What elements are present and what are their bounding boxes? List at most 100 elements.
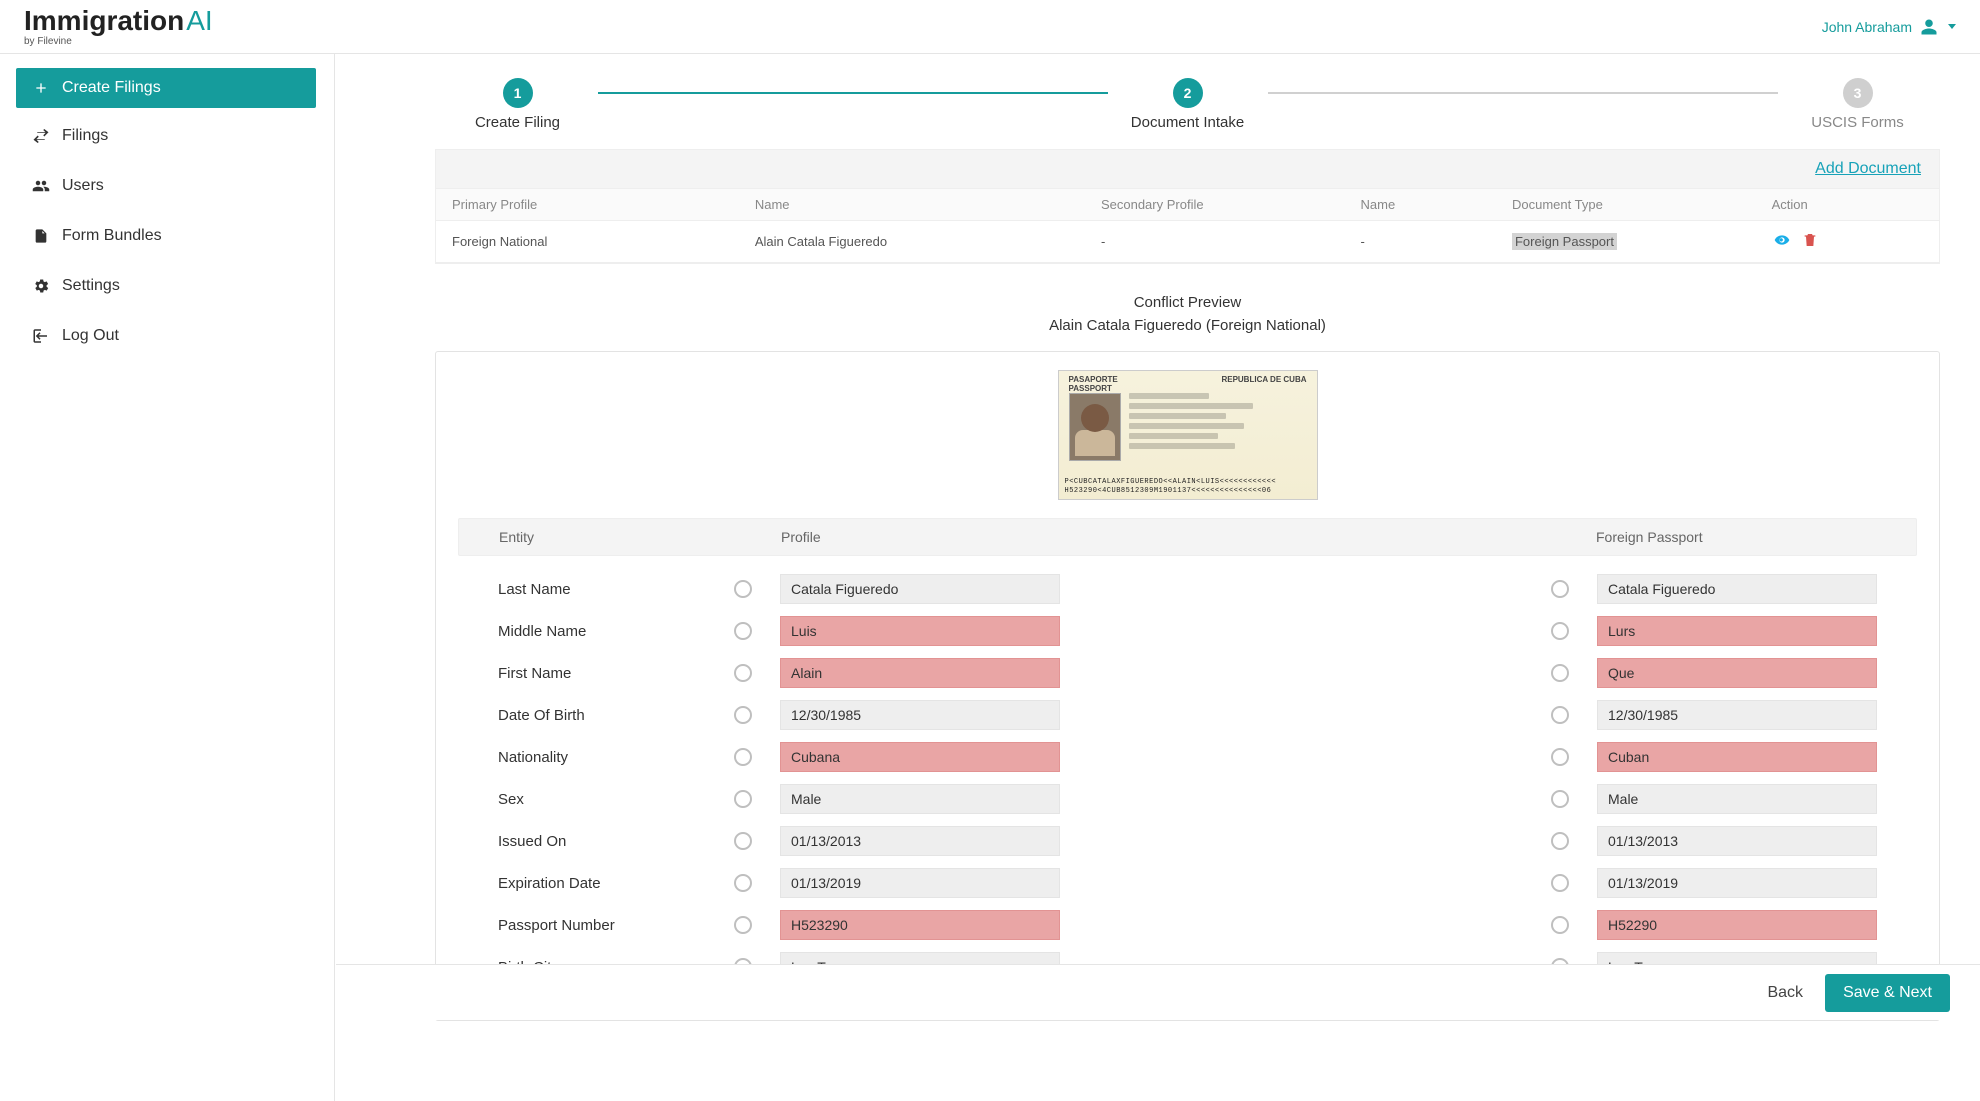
passport-radio[interactable] <box>1551 622 1569 640</box>
profile-value: Male <box>780 784 1060 814</box>
cell-primary: Foreign National <box>452 234 755 249</box>
compare-header: Entity Profile Foreign Passport <box>458 518 1917 556</box>
passport-value: Cuban <box>1597 742 1877 772</box>
step-2[interactable]: 2 Document Intake <box>1108 78 1268 131</box>
conflict-titles: Conflict Preview Alain Catala Figueredo … <box>435 292 1940 337</box>
cell-actions <box>1772 231 1923 252</box>
logo: ImmigrationAI by Filevine <box>24 7 213 47</box>
entity-label: Last Name <box>498 581 718 598</box>
sidebar-item-label: Log Out <box>62 327 119 345</box>
create-filings-button[interactable]: Create Filings <box>16 68 316 108</box>
profile-radio[interactable] <box>734 580 752 598</box>
profile-value: 01/13/2013 <box>780 826 1060 856</box>
passport-mrz: P<CUBCATALAXFIGUEREDO<<ALAIN<LUIS<<<<<<<… <box>1065 478 1311 495</box>
passport-radio[interactable] <box>1551 790 1569 808</box>
table-row: Foreign National Alain Catala Figueredo … <box>436 221 1939 263</box>
entity-label: Nationality <box>498 749 718 766</box>
th-name: Name <box>755 197 1101 212</box>
gear-icon <box>30 277 52 295</box>
step-3[interactable]: 3 USCIS Forms <box>1778 78 1938 131</box>
sidebar-item-label: Form Bundles <box>62 227 162 245</box>
profile-radio[interactable] <box>734 706 752 724</box>
sidebar-item-label: Users <box>62 177 104 195</box>
compare-row: Date Of Birth12/30/198512/30/1985 <box>458 696 1917 734</box>
cell-name: Alain Catala Figueredo <box>755 234 1101 249</box>
table-header: Primary Profile Name Secondary Profile N… <box>436 189 1939 221</box>
sidebar-item-settings[interactable]: Settings <box>16 266 316 306</box>
view-icon[interactable] <box>1772 232 1792 251</box>
save-next-button[interactable]: Save & Next <box>1825 974 1950 1012</box>
compare-row: Nationality Cubana Cuban <box>458 738 1917 776</box>
entity-label: Sex <box>498 791 718 808</box>
documents-table: Primary Profile Name Secondary Profile N… <box>435 189 1940 264</box>
user-menu[interactable]: John Abraham <box>1822 18 1956 36</box>
back-button[interactable]: Back <box>1767 984 1803 1002</box>
add-document-link[interactable]: Add Document <box>1815 160 1921 178</box>
compare-row: First NameAlainQue <box>458 654 1917 692</box>
step-label: Create Filing <box>475 114 560 131</box>
passport-radio[interactable] <box>1551 832 1569 850</box>
sidebar-item-label: Settings <box>62 277 120 295</box>
footer: Back Save & Next <box>336 964 1980 1020</box>
sidebar-item-users[interactable]: Users <box>16 166 316 206</box>
entity-label: Middle Name <box>498 623 718 640</box>
profile-radio[interactable] <box>734 664 752 682</box>
entity-label: Issued On <box>498 833 718 850</box>
brand-name: Immigration <box>24 5 184 36</box>
step-circle: 2 <box>1173 78 1203 108</box>
passport-hdr-left: PASAPORTE PASSPORT <box>1069 375 1118 393</box>
compare-rows: Last NameCatala FigueredoCatala Figuered… <box>458 570 1917 986</box>
passport-radio[interactable] <box>1551 580 1569 598</box>
compare-row: Issued On01/13/201301/13/2013 <box>458 822 1917 860</box>
passport-radio[interactable] <box>1551 664 1569 682</box>
profile-value: 01/13/2019 <box>780 868 1060 898</box>
passport-radio[interactable] <box>1551 916 1569 934</box>
passport-radio[interactable] <box>1551 748 1569 766</box>
th-doc-type: Document Type <box>1512 197 1772 212</box>
sidebar-item-filings[interactable]: Filings <box>16 116 316 156</box>
conflict-title: Conflict Preview <box>435 292 1940 315</box>
passport-value: H52290 <box>1597 910 1877 940</box>
conflict-subtitle: Alain Catala Figueredo (Foreign National… <box>435 315 1940 338</box>
entity-label: Passport Number <box>498 917 718 934</box>
exchange-icon <box>30 127 52 145</box>
create-filings-label: Create Filings <box>62 79 161 97</box>
passport-radio[interactable] <box>1551 706 1569 724</box>
profile-value: Luis <box>780 616 1060 646</box>
profile-radio[interactable] <box>734 916 752 934</box>
brand-suffix: AI <box>186 5 212 36</box>
delete-icon[interactable] <box>1802 231 1818 252</box>
main: 1 Create Filing 2 Document Intake 3 USCI… <box>335 54 1980 1101</box>
chevron-down-icon <box>1948 24 1956 29</box>
compare-row: SexMaleMale <box>458 780 1917 818</box>
passport-radio[interactable] <box>1551 874 1569 892</box>
profile-radio[interactable] <box>734 790 752 808</box>
passport-value: 01/13/2019 <box>1597 868 1877 898</box>
profile-radio[interactable] <box>734 874 752 892</box>
compare-row: Expiration Date 01/13/2019 01/13/2019 <box>458 864 1917 902</box>
add-document-bar: Add Document <box>435 149 1940 189</box>
doctype-highlight: Foreign Passport <box>1512 233 1617 250</box>
th-name2: Name <box>1361 197 1512 212</box>
sidebar-item-logout[interactable]: Log Out <box>16 316 316 356</box>
profile-radio[interactable] <box>734 832 752 850</box>
logout-icon <box>30 327 52 345</box>
profile-radio[interactable] <box>734 622 752 640</box>
sidebar-item-form-bundles[interactable]: Form Bundles <box>16 216 316 256</box>
profile-value: Catala Figueredo <box>780 574 1060 604</box>
profile-value: 12/30/1985 <box>780 700 1060 730</box>
step-1[interactable]: 1 Create Filing <box>438 78 598 131</box>
user-name: John Abraham <box>1822 19 1912 35</box>
profile-value: Cubana <box>780 742 1060 772</box>
passport-value: Lurs <box>1597 616 1877 646</box>
compare-row: Passport NumberH523290H52290 <box>458 906 1917 944</box>
profile-radio[interactable] <box>734 748 752 766</box>
compare-row: Middle Name Luis Lurs <box>458 612 1917 650</box>
passport-value: 12/30/1985 <box>1597 700 1877 730</box>
entity-label: Expiration Date <box>498 875 718 892</box>
step-label: Document Intake <box>1131 114 1244 131</box>
passport-thumbnail[interactable]: PASAPORTE PASSPORT REPUBLICA DE CUBA P<C… <box>1058 370 1318 500</box>
step-circle: 3 <box>1843 78 1873 108</box>
sidebar: Create Filings Filings Users Form Bundle… <box>0 54 335 1101</box>
stepper: 1 Create Filing 2 Document Intake 3 USCI… <box>438 78 1938 131</box>
